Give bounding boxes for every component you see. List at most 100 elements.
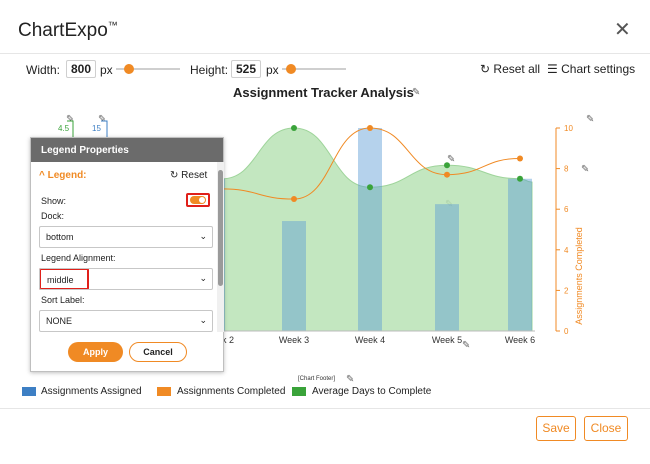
bar-group [358,128,382,331]
toggle-switch [190,196,206,204]
app-title-text: ChartExpo [18,20,108,41]
legend-reset-button[interactable]: ↻ Reset [170,170,207,181]
bar [358,128,382,331]
sliders-icon: ☰ [547,62,558,76]
show-legend-toggle[interactable] [186,193,210,207]
dock-value: bottom [46,232,74,242]
legend-alignment-dropdown[interactable]: ⌄ [39,268,213,290]
close-icon[interactable]: ✕ [614,19,631,41]
y-tick-label: 8 [564,165,569,174]
y-right-axis-label: Assignments Completed [574,227,584,325]
x-tick-label: Week 6 [505,335,535,345]
chevron-up-icon: ^ [39,170,45,181]
cancel-button[interactable]: Cancel [129,342,187,362]
close-button[interactable]: Close [584,416,628,441]
edit-title-pencil-icon[interactable]: ✎ [412,87,421,98]
edit-pencil-icon[interactable]: ✎ [66,114,75,125]
area-point [444,162,450,169]
legend-swatch-assigned [22,387,36,396]
sort-value: NONE [46,316,73,326]
chevron-down-icon: ⌄ [199,273,207,283]
save-button[interactable]: Save [536,416,576,441]
reset-all-button[interactable]: ↻ Reset all [480,62,540,76]
line-points [291,125,523,203]
scrollbar-thumb[interactable] [218,170,223,286]
y-tick-label: 0 [564,327,569,336]
reset-all-label: Reset all [493,62,541,76]
dock-select[interactable]: bottom ⌄ [39,226,213,248]
bar-group [435,204,459,331]
chart-footer[interactable]: [Chart Footer] [298,376,336,382]
edit-pencil-icon[interactable]: ✎ [447,154,456,165]
x-axis-labels: k 2 Week 3 Week 4 Week 5 Week 6 [222,335,535,345]
height-slider-knob[interactable] [286,64,296,74]
sort-select[interactable]: NONE ⌄ [39,310,213,332]
legend-reset-label: Reset [181,170,208,181]
left-axis-fragments: 4.5 15 [58,120,108,139]
chevron-down-icon: ⌄ [199,315,207,325]
edit-pencil-icon[interactable]: ✎ [462,340,471,351]
x-tick-label: k 2 [222,335,234,345]
apply-button[interactable]: Apply [68,342,123,362]
header-divider [0,53,650,54]
bar-group [508,178,532,331]
alignment-value: middle [47,275,74,285]
bar [282,221,306,331]
y-tick-label: 4 [564,246,569,255]
legend-label: Assignments Completed [177,386,286,397]
left-axis-bracket [67,120,74,139]
y-tick-label: 2 [564,286,569,295]
width-slider[interactable] [116,68,180,70]
legend-label: Assignments Assigned [41,386,142,397]
legend-label: Average Days to Complete [312,386,432,397]
footer-divider [0,408,650,409]
legend-section-label: Legend: [47,170,87,181]
legend-section-header[interactable]: ^ Legend: [39,170,87,181]
trademark: ™ [107,20,118,32]
legend-item-completed[interactable]: Assignments Completed [177,386,285,397]
chart-settings-button[interactable]: ☰ Chart settings [547,62,635,76]
area-points [291,125,523,191]
edit-pencil-icon[interactable]: ✎ [346,374,355,385]
y-tick-label: 10 [564,124,573,133]
left-axis-tick: 4.5 [58,124,70,133]
legend-swatch-avg-days [292,387,306,396]
width-unit: px [100,63,113,77]
height-slider[interactable] [282,68,346,70]
chart-canvas: 4.5 15 k 2 Week 3 Week 4 Week 5 Week 6 10 8 6 4 2… [58,120,584,345]
left-axis-tick: 15 [92,124,101,133]
width-slider-knob[interactable] [124,64,134,74]
app-title: ChartExpo™ [18,20,118,42]
legend-swatch-completed [157,387,171,396]
chart-title[interactable]: Assignment Tracker Analysis [233,85,414,100]
edit-pencil-icon[interactable]: ✎ [586,114,595,125]
panel-title: Legend Properties [31,138,223,162]
bar [508,178,532,331]
line-point [517,155,523,162]
reset-icon: ↻ [170,170,179,181]
x-tick-label: Week 3 [279,335,309,345]
width-label: Width: [26,63,61,77]
chart-settings-label: Chart settings [561,62,636,76]
bar [435,204,459,331]
legend-properties-panel: Legend Properties ^ Legend: ↻ Reset Show… [30,137,224,372]
panel-scrollbar[interactable] [217,162,224,332]
line-point [444,171,450,178]
height-label: Height: [190,63,229,77]
line-point [367,125,373,131]
edit-pencil-icon[interactable]: ✎ [581,164,590,175]
legend-item-assigned[interactable]: Assignments Assigned [41,386,142,397]
legend-item-avg-days[interactable]: Average Days to Complete [312,386,431,397]
width-input[interactable]: 800 [66,60,96,78]
panel-body: ^ Legend: ↻ Reset Show: Dock: bottom ⌄ L… [31,162,217,332]
x-tick-label: Week 4 [355,335,385,345]
bar-group [282,221,306,331]
area-point [291,125,297,131]
area-point [517,175,523,182]
height-input[interactable]: 525 [231,60,261,78]
legend-alignment-label: Legend Alignment: [41,253,116,263]
edit-pencil-icon[interactable]: ✎ [98,114,107,125]
sort-label: Sort Label: [41,295,85,305]
y-tick-label: 6 [564,205,569,214]
